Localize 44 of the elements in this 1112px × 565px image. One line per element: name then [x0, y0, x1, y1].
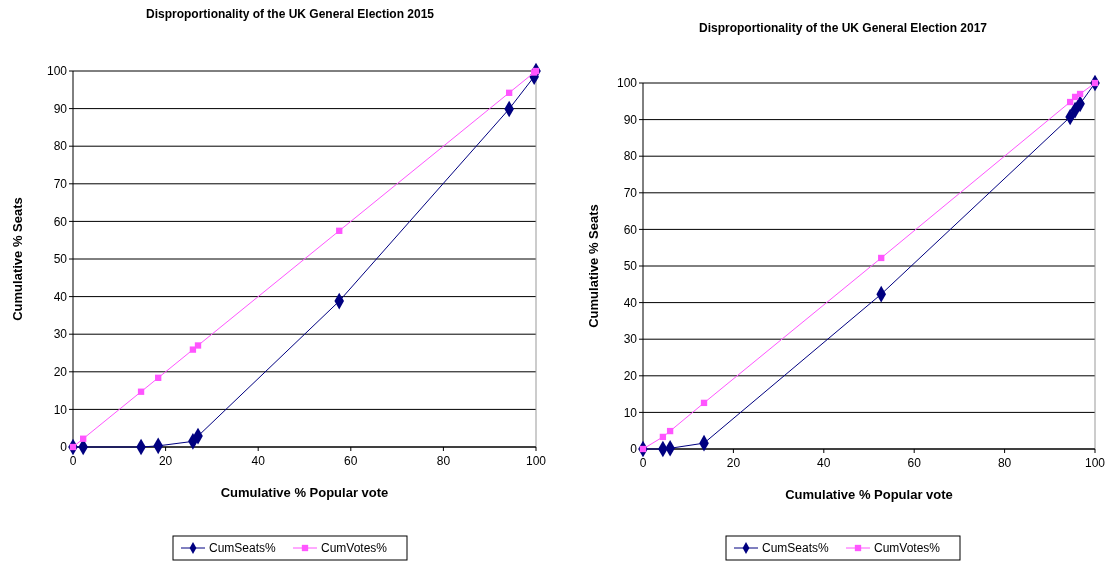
x-tick-label: 0 [639, 456, 647, 470]
y-tick-label: 40 [623, 295, 638, 310]
y-tick-label: 60 [623, 222, 638, 237]
y-tick-label: 100 [46, 64, 68, 79]
y-tick-label: 40 [53, 289, 68, 304]
x-axis-title: Cumulative % Popular vote [220, 485, 389, 500]
x-tick-label: 100 [525, 454, 547, 468]
legend-label: CumVotes% [321, 541, 388, 556]
x-tick-label: 40 [817, 456, 831, 470]
y-tick-label: 30 [623, 332, 638, 347]
y-tick-label: 20 [623, 369, 638, 383]
x-tick-label: 80 [997, 456, 1012, 470]
y-tick-label: 0 [60, 440, 68, 455]
y-tick-label: 30 [53, 327, 68, 342]
x-tick-label: 20 [158, 454, 173, 468]
y-tick-label: 20 [53, 365, 68, 379]
y-tick-label: 80 [53, 139, 68, 154]
legend-label: CumSeats% [762, 541, 830, 556]
y-axis-title: Cumulative % Seats [10, 197, 25, 321]
x-tick-label: 60 [907, 456, 922, 470]
y-tick-label: 70 [623, 186, 638, 200]
chart-title: Disproportionality of the UK General Election 2017 [698, 21, 988, 35]
y-tick-label: 80 [623, 149, 638, 164]
x-tick-label: 80 [436, 454, 451, 468]
y-tick-label: 50 [623, 259, 638, 274]
y-tick-label: 90 [623, 112, 638, 127]
y-tick-label: 70 [53, 177, 68, 191]
legend-label: CumSeats% [209, 541, 277, 556]
y-tick-label: 0 [630, 442, 638, 457]
legend-label: CumVotes% [874, 541, 941, 556]
x-tick-label: 0 [69, 454, 77, 468]
x-axis-title: Cumulative % Popular vote [785, 487, 953, 502]
y-tick-label: 10 [623, 405, 638, 420]
y-tick-label: 50 [53, 252, 68, 267]
y-tick-label: 100 [616, 76, 638, 91]
y-axis-title: Cumulative % Seats [586, 204, 601, 328]
chart-title: Disproportionality of the UK General Election 2015 [145, 7, 435, 21]
y-tick-label: 90 [53, 101, 68, 116]
y-tick-label: 10 [53, 402, 68, 417]
x-tick-label: 60 [344, 454, 358, 468]
y-tick-label: 60 [53, 214, 68, 229]
x-tick-label: 40 [251, 454, 266, 468]
x-tick-label: 100 [1084, 456, 1106, 470]
x-tick-label: 20 [726, 456, 741, 470]
